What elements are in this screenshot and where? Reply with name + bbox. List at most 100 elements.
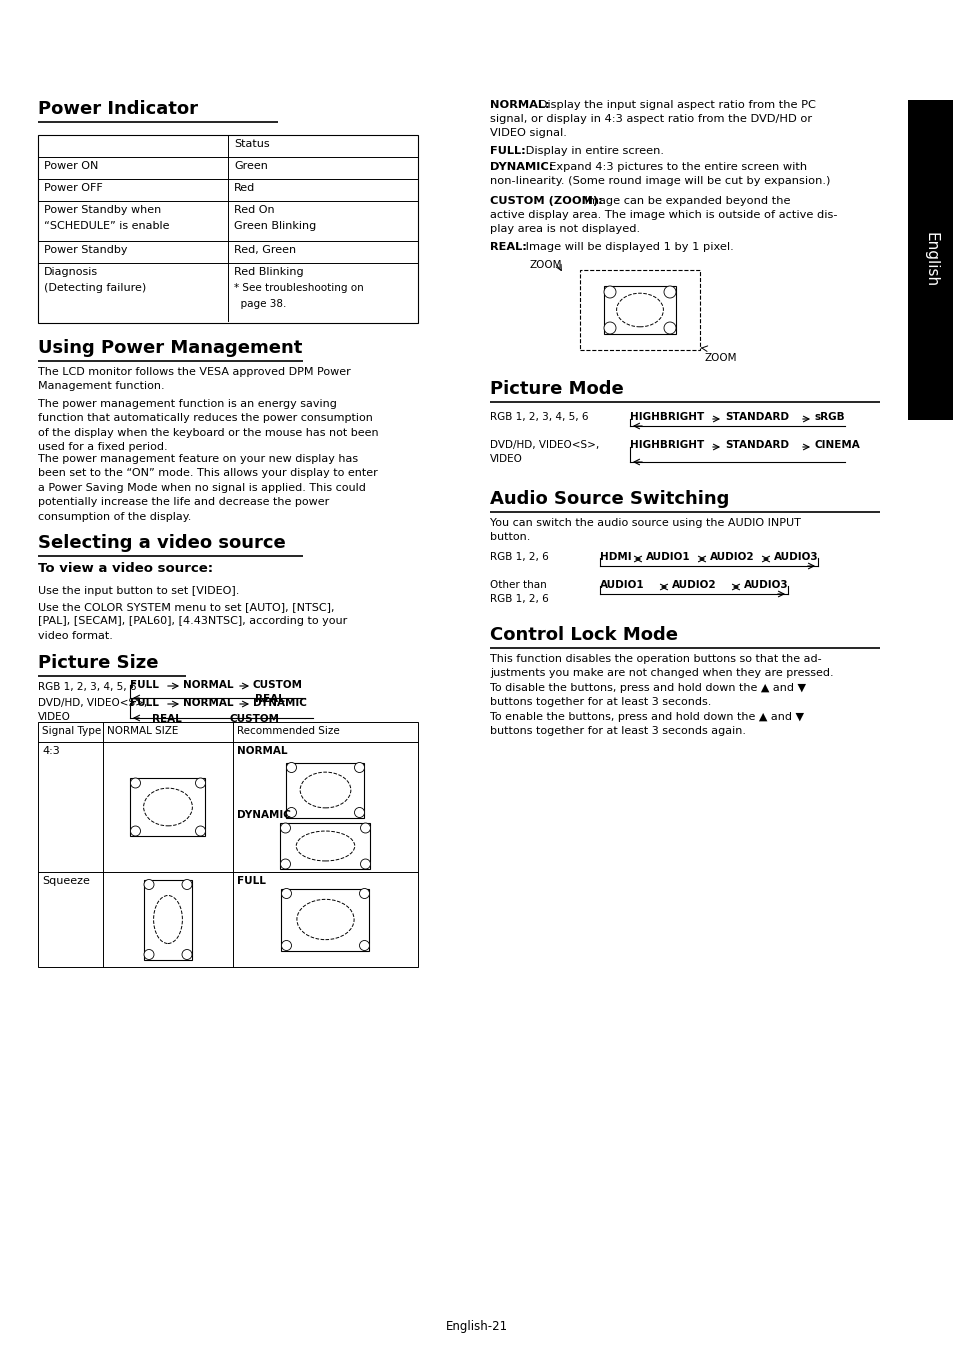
Circle shape — [603, 322, 616, 334]
Text: RGB 1, 2, 3, 4, 5, 6: RGB 1, 2, 3, 4, 5, 6 — [38, 682, 136, 692]
Text: NORMAL SIZE: NORMAL SIZE — [107, 725, 178, 736]
Text: Selecting a video source: Selecting a video source — [38, 534, 286, 553]
Text: AUDIO1: AUDIO1 — [645, 553, 690, 562]
Text: The power management function is an energy saving
function that automatically re: The power management function is an ener… — [38, 399, 378, 453]
Text: play area is not displayed.: play area is not displayed. — [490, 224, 639, 234]
Text: NORMAL:: NORMAL: — [490, 100, 549, 109]
Text: Picture Size: Picture Size — [38, 654, 158, 671]
Circle shape — [195, 825, 205, 836]
Text: Power Standby: Power Standby — [44, 245, 128, 255]
Text: DVD/HD, VIDEO<S>,: DVD/HD, VIDEO<S>, — [38, 698, 147, 708]
Circle shape — [663, 322, 676, 334]
Text: DYNAMIC:: DYNAMIC: — [490, 162, 553, 172]
Ellipse shape — [296, 831, 355, 861]
Text: STANDARD: STANDARD — [724, 440, 788, 450]
Text: Using Power Management: Using Power Management — [38, 339, 302, 357]
Text: REAL: REAL — [254, 694, 284, 704]
Circle shape — [280, 859, 291, 869]
Bar — [38, 135, 417, 323]
Circle shape — [144, 880, 153, 889]
Circle shape — [360, 859, 370, 869]
Circle shape — [603, 286, 616, 299]
Circle shape — [355, 762, 364, 773]
Text: To view a video source:: To view a video source: — [38, 562, 213, 576]
Text: RGB 1, 2, 3, 4, 5, 6: RGB 1, 2, 3, 4, 5, 6 — [490, 412, 588, 422]
Bar — [281, 889, 369, 951]
Text: REAL: REAL — [152, 713, 182, 724]
Bar — [144, 880, 192, 959]
Text: (Detecting failure): (Detecting failure) — [44, 282, 146, 293]
Circle shape — [280, 823, 291, 834]
Text: Signal Type: Signal Type — [42, 725, 101, 736]
Text: Status: Status — [233, 139, 270, 149]
Text: RGB 1, 2, 6: RGB 1, 2, 6 — [490, 553, 548, 562]
Text: FULL: FULL — [130, 680, 159, 690]
Text: STANDARD: STANDARD — [724, 412, 788, 422]
Text: Power Indicator: Power Indicator — [38, 100, 198, 118]
Circle shape — [182, 880, 192, 889]
Circle shape — [663, 286, 676, 299]
Text: HIGHBRIGHT: HIGHBRIGHT — [629, 440, 703, 450]
Text: Display in entire screen.: Display in entire screen. — [522, 146, 664, 155]
Bar — [38, 721, 417, 967]
Circle shape — [359, 940, 369, 951]
Text: Recommended Size: Recommended Size — [236, 725, 339, 736]
Circle shape — [355, 808, 364, 817]
Text: FULL: FULL — [236, 875, 266, 886]
Circle shape — [195, 778, 205, 788]
Text: non-linearity. (Some round image will be cut by expansion.): non-linearity. (Some round image will be… — [490, 176, 829, 186]
Text: ZOOM: ZOOM — [530, 259, 562, 270]
Text: signal, or display in 4:3 aspect ratio from the DVD/HD or: signal, or display in 4:3 aspect ratio f… — [490, 113, 811, 124]
Text: Use the COLOR SYSTEM menu to set [AUTO], [NTSC],
[PAL], [SECAM], [PAL60], [4.43N: Use the COLOR SYSTEM menu to set [AUTO],… — [38, 603, 347, 640]
Text: Image will be displayed 1 by 1 pixel.: Image will be displayed 1 by 1 pixel. — [522, 242, 734, 253]
Circle shape — [286, 762, 296, 773]
Text: page 38.: page 38. — [233, 299, 286, 309]
Text: VIDEO: VIDEO — [38, 712, 71, 721]
Text: FULL: FULL — [130, 698, 159, 708]
Text: RGB 1, 2, 6: RGB 1, 2, 6 — [490, 594, 548, 604]
Text: Power OFF: Power OFF — [44, 182, 103, 193]
Text: “SCHEDULE” is enable: “SCHEDULE” is enable — [44, 222, 170, 231]
Circle shape — [281, 940, 292, 951]
Text: * See troubleshooting on: * See troubleshooting on — [233, 282, 363, 293]
Text: CUSTOM: CUSTOM — [253, 680, 303, 690]
Text: 4:3: 4:3 — [42, 746, 60, 757]
Text: The power management feature on your new display has
been set to the “ON” mode. : The power management feature on your new… — [38, 454, 377, 521]
Text: DVD/HD, VIDEO<S>,: DVD/HD, VIDEO<S>, — [490, 440, 598, 450]
Text: Expand 4:3 pictures to the entire screen with: Expand 4:3 pictures to the entire screen… — [541, 162, 806, 172]
Text: Green: Green — [233, 161, 268, 172]
Bar — [907, 100, 953, 420]
Text: Picture Mode: Picture Mode — [490, 380, 623, 399]
Text: Red: Red — [233, 182, 255, 193]
Text: NORMAL: NORMAL — [183, 698, 233, 708]
Text: AUDIO1: AUDIO1 — [599, 580, 644, 590]
Circle shape — [131, 825, 140, 836]
Text: VIDEO: VIDEO — [490, 454, 522, 463]
Bar — [280, 823, 370, 869]
Bar — [579, 270, 700, 350]
Text: The LCD monitor follows the VESA approved DPM Power
Management function.: The LCD monitor follows the VESA approve… — [38, 367, 351, 392]
Text: English-21: English-21 — [445, 1320, 508, 1333]
Text: AUDIO2: AUDIO2 — [709, 553, 754, 562]
Text: English: English — [923, 232, 938, 288]
Text: Use the input button to set [VIDEO].: Use the input button to set [VIDEO]. — [38, 586, 239, 596]
Text: CINEMA: CINEMA — [814, 440, 860, 450]
Bar — [131, 778, 205, 836]
Text: Power ON: Power ON — [44, 161, 98, 172]
Text: You can switch the audio source using the AUDIO INPUT
button.: You can switch the audio source using th… — [490, 517, 800, 542]
Text: DYNAMIC: DYNAMIC — [253, 698, 307, 708]
Text: Audio Source Switching: Audio Source Switching — [490, 490, 729, 508]
Text: Control Lock Mode: Control Lock Mode — [490, 626, 678, 644]
Text: Red, Green: Red, Green — [233, 245, 295, 255]
Text: ZOOM: ZOOM — [704, 353, 737, 363]
Ellipse shape — [300, 773, 351, 808]
Text: VIDEO signal.: VIDEO signal. — [490, 128, 566, 138]
Text: HIGHBRIGHT: HIGHBRIGHT — [629, 412, 703, 422]
Text: Green Blinking: Green Blinking — [233, 222, 315, 231]
Bar — [603, 286, 676, 334]
Circle shape — [360, 823, 370, 834]
Circle shape — [359, 889, 369, 898]
Text: Squeeze: Squeeze — [42, 875, 90, 886]
Text: AUDIO3: AUDIO3 — [743, 580, 788, 590]
Ellipse shape — [296, 900, 354, 940]
